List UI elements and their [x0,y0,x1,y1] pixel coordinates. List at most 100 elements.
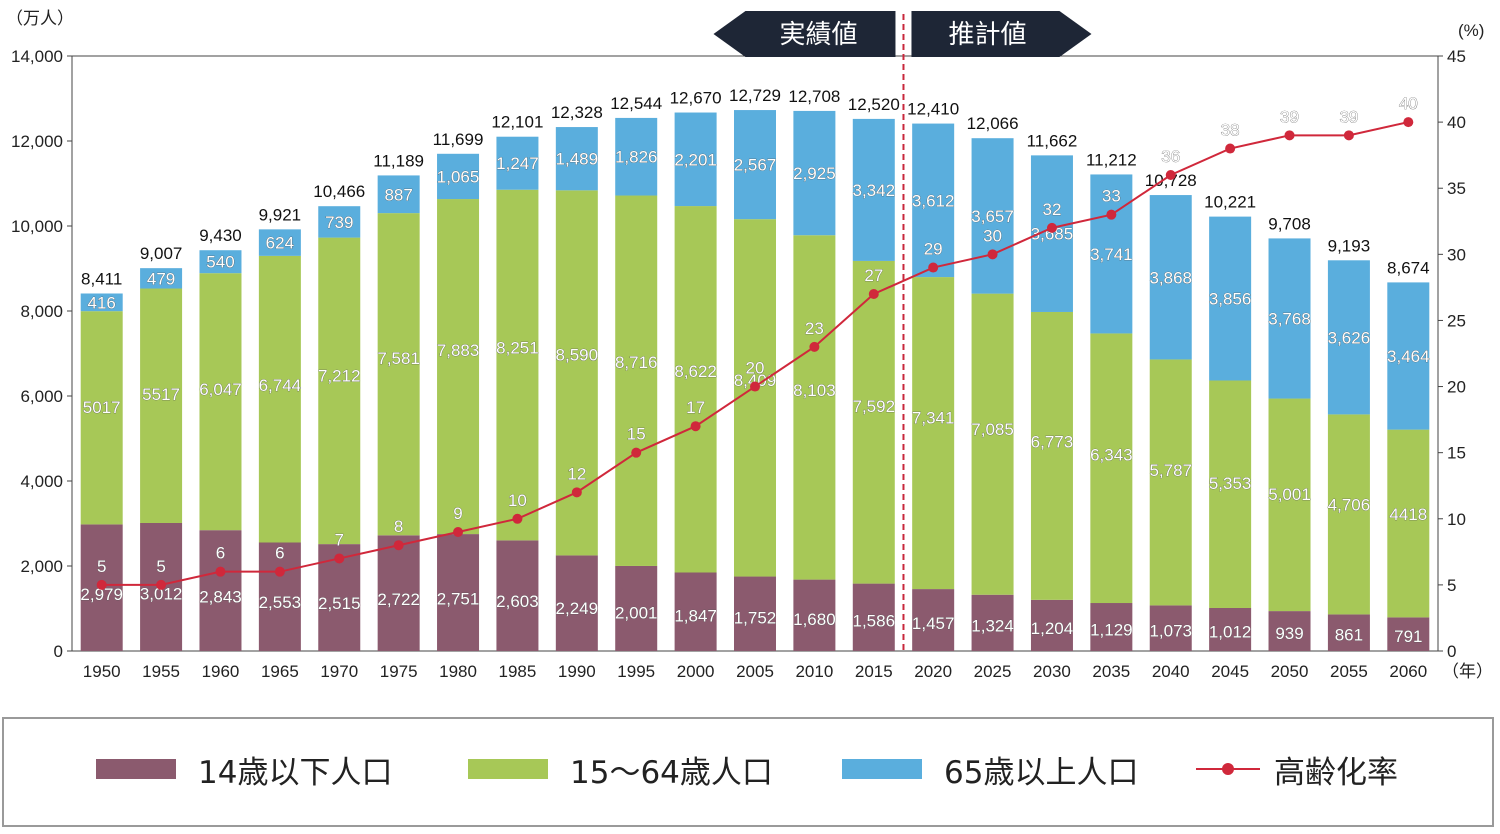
label-15to64: 8,103 [793,381,836,400]
label-15to64: 7,212 [318,367,361,386]
bar-15to64 [496,189,539,541]
aging-rate-point [274,566,285,577]
label-under14: 1,073 [1149,621,1192,640]
label-15to64: 8,409 [734,371,777,390]
aging-rate-point [809,341,820,352]
bar-65plus [199,250,242,274]
label-under14: 791 [1394,627,1422,646]
aging-rate-point [1165,170,1176,180]
label-under14: 861 [1335,626,1363,645]
aging-rate-label: 17 [686,398,705,417]
label-under14: 3,012 [140,584,183,603]
x-tick-label: 2000 [677,662,715,681]
y-left-tick-label: 2,000 [20,557,63,576]
aging-rate-point [393,540,404,551]
bar-65plus [1387,282,1430,430]
aging-rate-point [512,513,523,524]
bar-under14 [555,555,598,651]
aging-rate-point [1046,222,1057,233]
legend-swatch-65plus [842,759,922,779]
legend: 14歳以下人口 15〜64歳人口 65歳以上人口 高齢化率 [2,717,1494,827]
bar-65plus [377,175,420,214]
aging-rate-point [631,447,642,458]
y-left-tick-label: 10,000 [11,217,63,236]
total-label: 12,410 [907,100,959,119]
bar-under14 [971,594,1014,651]
aging-rate-point [928,262,939,273]
aging-rate-point [690,421,701,432]
label-under14: 1,012 [1209,623,1252,642]
label-65plus: 3,741 [1090,245,1133,264]
x-tick-label: 1980 [439,662,477,681]
label-15to64: 6,744 [259,376,302,395]
label-65plus: 3,612 [912,191,955,210]
total-label: 12,670 [670,89,722,108]
y-right-tick-label: 5 [1447,576,1456,595]
label-65plus: 624 [266,234,294,253]
aging-rate-point [571,487,582,498]
y-left-tick-label: 12,000 [11,132,63,151]
x-tick-label: 2050 [1271,662,1309,681]
label-65plus: 3,868 [1149,268,1192,287]
bar-65plus [140,268,183,289]
bar-under14 [199,530,242,651]
aging-rate-point [1106,209,1117,220]
total-label: 10,728 [1145,171,1197,190]
label-15to64: 5017 [83,398,121,417]
aging-rate-point [156,579,167,590]
bar-15to64 [80,311,123,525]
bar-15to64 [1090,333,1133,604]
total-label: 9,708 [1268,214,1311,233]
total-label: 9,921 [259,205,302,224]
bar-65plus [80,293,123,312]
bar-under14 [674,572,717,651]
x-tick-label: 2010 [795,662,833,681]
label-65plus: 1,247 [496,154,539,173]
bar-65plus [555,127,598,191]
total-label: 12,520 [848,95,900,114]
total-label: 9,193 [1328,236,1371,255]
bar-15to64 [199,273,242,531]
bar-65plus [615,117,658,196]
x-tick-label: 1985 [499,662,537,681]
label-15to64: 8,590 [556,346,599,365]
label-under14: 1,680 [793,610,836,629]
bar-under14 [258,542,301,651]
y-right-tick-label: 0 [1447,642,1456,661]
bar-15to64 [852,260,895,584]
bar-under14 [377,535,420,651]
aging-rate-label: 10 [508,491,527,510]
total-label: 12,328 [551,103,603,122]
y-right-tick-label: 40 [1447,113,1466,132]
label-65plus: 1,826 [615,148,658,167]
x-unit: （年） [1442,662,1493,681]
bar-under14 [1030,599,1073,651]
arrow-estimate-label: 推計値 [948,19,1026,49]
bar-under14 [1327,614,1370,651]
aging-rate-label: 33 [1102,187,1121,206]
legend-label-under14: 14歳以下人口 [198,754,393,791]
aging-rate-point [750,381,760,392]
label-65plus: 3,657 [971,207,1014,226]
label-15to64: 6,047 [199,380,242,399]
x-tick-label: 2045 [1211,662,1249,681]
label-65plus: 479 [147,269,175,288]
bar-under14 [912,589,955,651]
y-left-unit: （万人） [6,9,74,28]
x-tick-label: 1950 [83,662,121,681]
x-tick-label: 2025 [974,662,1012,681]
y-left-tick-label: 14,000 [11,47,63,66]
total-label: 8,411 [81,269,122,288]
label-65plus: 1,065 [437,167,480,186]
label-15to64: 5,353 [1209,474,1252,493]
label-under14: 939 [1275,624,1303,643]
arrow-actual-label: 実績値 [779,19,857,49]
label-65plus: 3,685 [1031,225,1074,244]
aging-rate-label: 5 [97,557,106,576]
label-under14: 1,752 [734,608,777,627]
label-65plus: 3,768 [1268,309,1311,328]
aging-rate-label: 36 [1161,147,1180,166]
legend-item-under14: 14歳以下人口 [96,749,393,791]
aging-rate-label: 8 [394,517,403,536]
label-65plus: 1,489 [556,150,599,169]
